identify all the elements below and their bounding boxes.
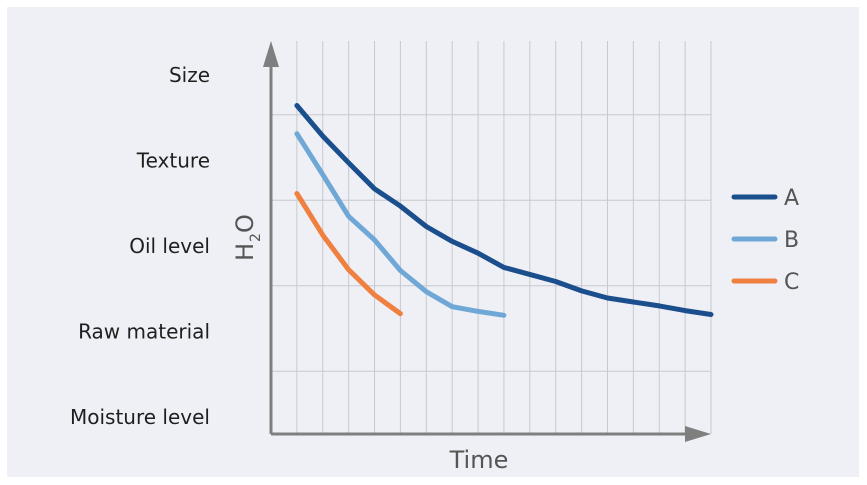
series-line-b <box>294 131 507 318</box>
series-line-c <box>294 191 403 317</box>
y-category-label: Size <box>169 63 210 87</box>
y-axis-label-h: H <box>231 243 259 261</box>
series-line-a <box>294 103 714 317</box>
y-category-label: Oil level <box>129 234 210 258</box>
y-axis-arrow <box>263 41 279 67</box>
series-lines <box>294 103 714 318</box>
legend: ABC <box>731 186 799 295</box>
y-category-label: Raw material <box>78 320 210 344</box>
legend-label-a: A <box>784 186 799 211</box>
y-category-label: Texture <box>136 149 210 173</box>
x-axis-arrow <box>685 426 711 442</box>
y-axis-label: H 2 O <box>231 214 264 261</box>
y-axis-label-sub: 2 <box>248 233 264 242</box>
legend-label-b: B <box>784 228 799 253</box>
legend-label-c: C <box>784 270 799 295</box>
grid <box>271 41 712 434</box>
y-axis-label-o: O <box>231 214 259 233</box>
chart-canvas: Size Texture Oil level Raw material Moisture… <box>7 7 859 477</box>
axes <box>263 41 711 442</box>
x-axis-label: Time <box>449 446 509 474</box>
y-category-label: Moisture level <box>70 405 210 429</box>
chart-svg: Size Texture Oil level Raw material Moisture… <box>70 41 799 474</box>
y-category-labels: Size Texture Oil level Raw material Moisture… <box>70 63 210 429</box>
